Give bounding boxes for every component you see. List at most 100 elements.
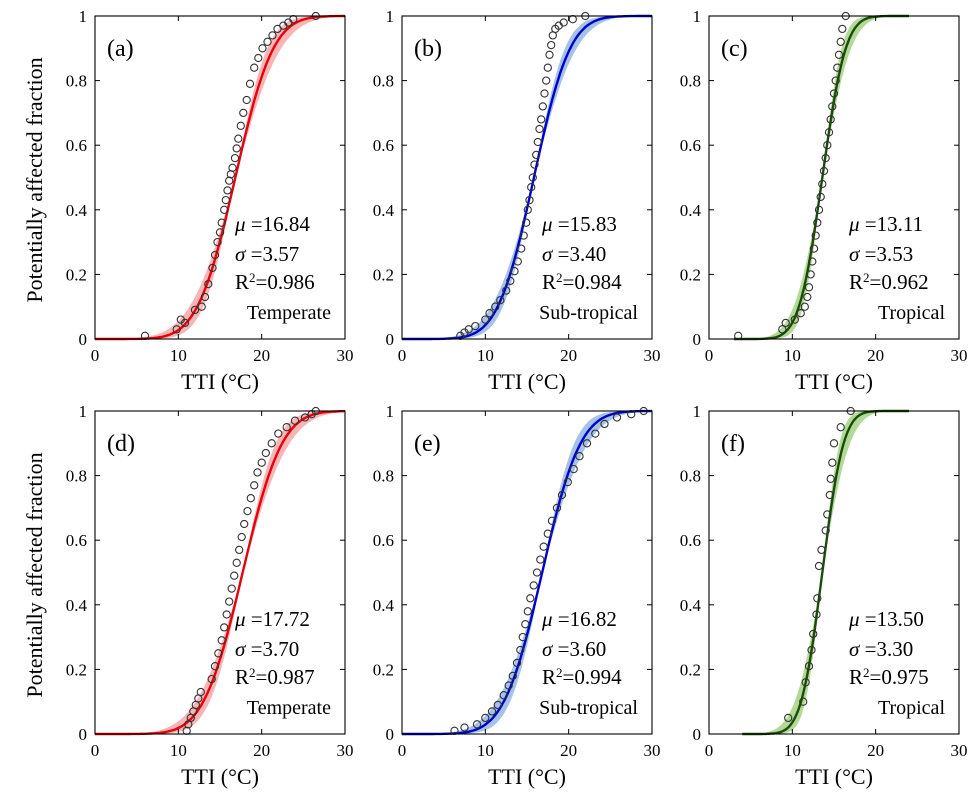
data-point: [267, 439, 276, 448]
data-point: [527, 183, 536, 192]
y-tick-label: 0.8: [66, 72, 87, 91]
y-tick-label: 0: [79, 725, 88, 744]
data-point: [528, 173, 537, 182]
data-point: [523, 607, 532, 616]
data-point: [834, 50, 844, 59]
x-tick-label: 0: [398, 741, 407, 760]
x-tick-label: 0: [398, 346, 407, 365]
x-tick-label: 20: [560, 346, 577, 365]
data-point: [557, 490, 567, 500]
data-point: [821, 526, 830, 535]
data-point: [481, 713, 490, 723]
data-point: [207, 674, 216, 684]
data-point: [537, 115, 546, 124]
data-point: [582, 439, 592, 448]
mu-stat: μ =15.83: [541, 212, 617, 236]
data-point: [239, 108, 248, 118]
data-point: [526, 594, 535, 603]
x-tick-label: 30: [337, 741, 354, 760]
data-point: [591, 429, 600, 438]
data-point: [496, 296, 505, 305]
data-point: [530, 160, 539, 169]
data-point: [180, 318, 190, 328]
data-point: [819, 166, 829, 176]
data-point: [809, 629, 818, 639]
x-tick-label: 20: [867, 346, 884, 365]
data-point: [460, 723, 469, 732]
data-point: [221, 195, 230, 205]
data-point: [828, 102, 837, 111]
data-point: [809, 244, 819, 253]
data-point: [261, 448, 270, 458]
data-point: [559, 18, 568, 27]
data-point: [532, 568, 542, 577]
data-point: [487, 707, 497, 716]
data-point: [523, 205, 532, 214]
data-point: [540, 89, 549, 98]
x-tick-label: 0: [91, 741, 100, 760]
data-point: [502, 286, 511, 295]
data-point: [499, 691, 508, 700]
data-point: [257, 458, 266, 467]
data-point: [821, 153, 830, 163]
data-point: [236, 121, 245, 130]
data-point: [817, 545, 826, 555]
data-point: [568, 15, 577, 24]
data-point: [268, 31, 277, 40]
y-tick-label: 0.8: [680, 72, 701, 91]
x-tick-label: 0: [705, 346, 714, 365]
y-tick-label: 0: [693, 330, 702, 349]
data-point: [833, 63, 842, 72]
data-point: [215, 228, 225, 237]
data-point: [210, 250, 220, 260]
panel-c: 0 10 20 30 0 0.2 0.4 0.6 0.8 1 TTI (°C) (c) μ =13.11…: [680, 7, 968, 394]
y-tick-label: 0.4: [680, 201, 702, 220]
data-point: [838, 24, 847, 34]
data-point: [232, 558, 241, 567]
x-tick-label: 10: [784, 741, 801, 760]
x-tick-label: 30: [644, 346, 661, 365]
y-tick-label: 0.8: [66, 467, 87, 486]
data-point: [808, 257, 817, 266]
data-point: [539, 542, 548, 551]
data-point: [543, 529, 552, 538]
y-tick-label: 0: [79, 330, 88, 349]
mu-stat: μ =13.50: [848, 607, 924, 631]
x-tick-label: 30: [951, 346, 968, 365]
data-point: [230, 571, 239, 580]
data-point: [225, 597, 234, 606]
region-label: Temperate: [247, 697, 331, 719]
panel-b: 0 10 20 30 0 0.2 0.4 0.6 0.8 1 TTI (°C) (b) μ =15.83…: [373, 7, 661, 394]
region-label: Sub-tropical: [539, 697, 638, 719]
data-point: [600, 419, 609, 429]
data-point: [812, 610, 821, 619]
panel-label: (a): [107, 36, 134, 62]
data-point: [612, 413, 622, 422]
data-point: [250, 481, 259, 490]
data-point: [464, 325, 473, 334]
panel-d: 0 10 20 30 0 0.2 0.4 0.6 0.8 1 TTI (°C) (d) μ =17.72…: [66, 402, 354, 789]
sigma-stat: σ =3.70: [235, 637, 299, 661]
data-point: [781, 318, 790, 328]
r2-stat: R2=0.984: [542, 270, 622, 295]
x-tick-label: 10: [477, 346, 494, 365]
y-tick-label: 0.4: [373, 596, 395, 615]
data-point: [254, 53, 263, 63]
y-tick-label: 0.8: [373, 467, 394, 486]
data-point: [545, 50, 554, 59]
data-point: [197, 302, 206, 311]
data-point: [519, 231, 528, 240]
x-tick-label: 30: [951, 741, 968, 760]
data-point: [784, 713, 793, 723]
data-point: [826, 474, 835, 483]
x-tick-label: 0: [91, 346, 100, 365]
x-tick-label: 10: [784, 346, 801, 365]
sigma-stat: σ =3.53: [849, 242, 913, 266]
mu-stat: μ =16.82: [541, 607, 617, 631]
data-point: [196, 687, 205, 697]
data-point: [290, 416, 300, 425]
data-point: [532, 150, 541, 160]
data-point: [235, 545, 244, 555]
x-axis-label: TTI (°C): [181, 369, 259, 394]
